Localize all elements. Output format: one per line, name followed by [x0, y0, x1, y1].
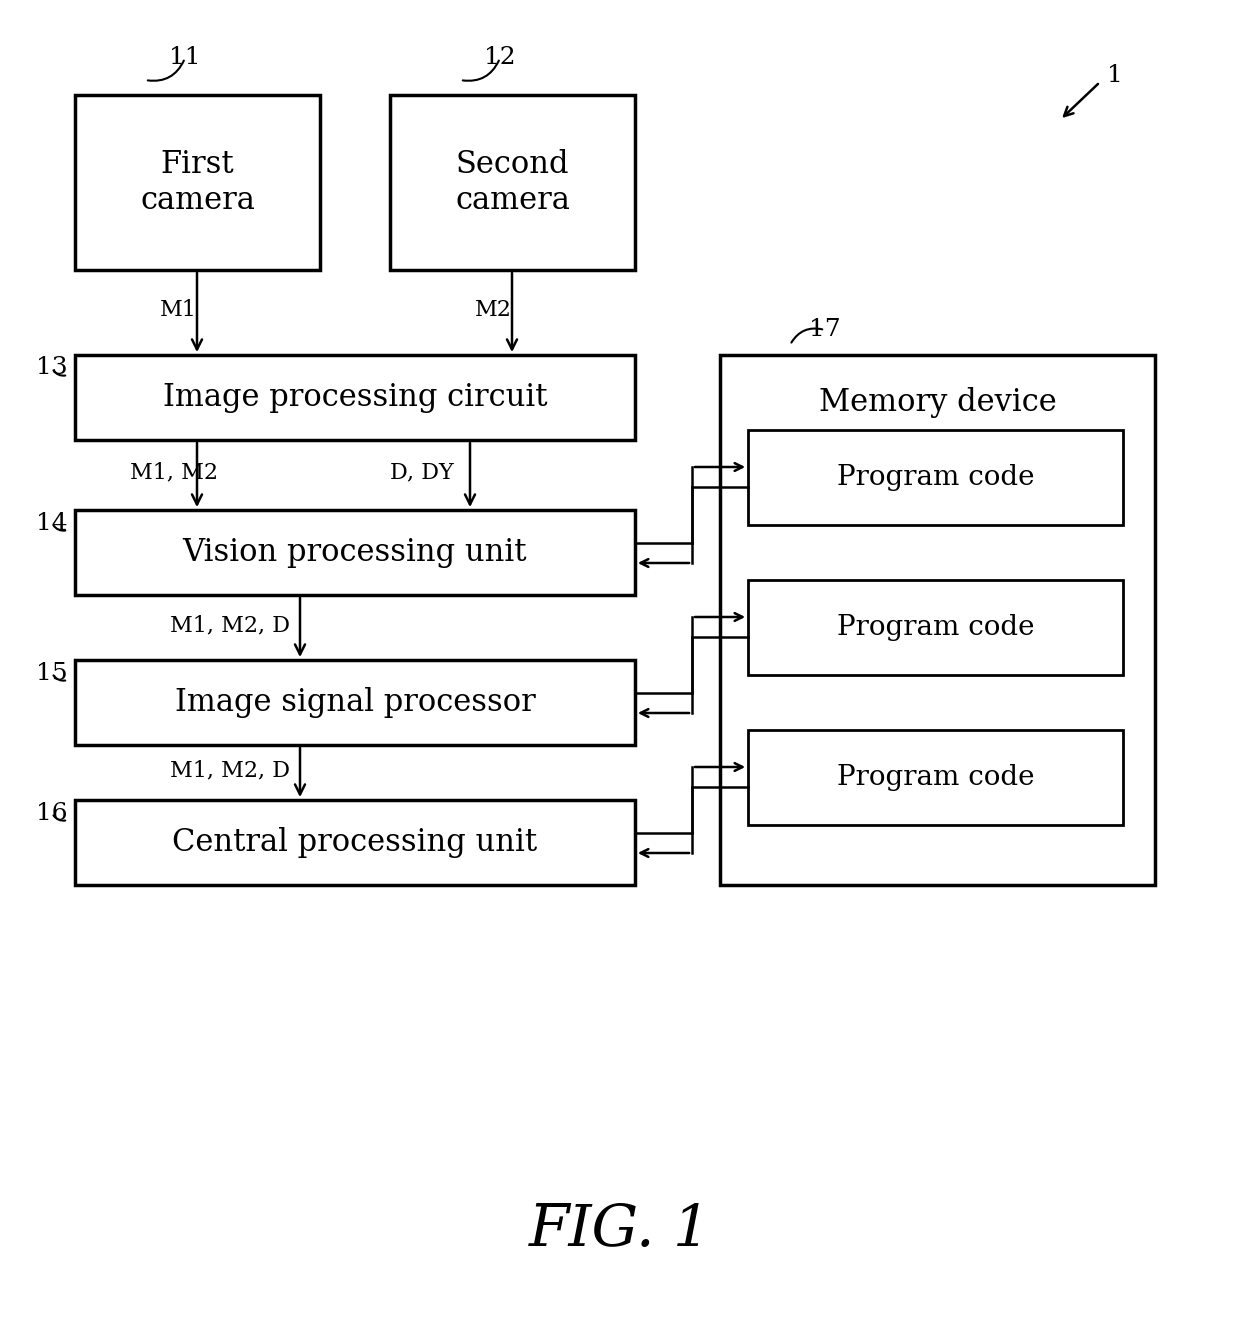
Text: Program code: Program code — [837, 614, 1034, 642]
Text: M1: M1 — [160, 300, 197, 321]
Text: Program code: Program code — [837, 465, 1034, 491]
Bar — [720, 355, 1154, 884]
Bar — [748, 579, 1123, 675]
Text: 17: 17 — [810, 318, 841, 342]
Text: First
camera: First camera — [140, 149, 255, 216]
Text: FIG. 1: FIG. 1 — [529, 1201, 711, 1258]
Text: 11: 11 — [169, 46, 201, 70]
Bar — [74, 355, 635, 440]
Text: Second
camera: Second camera — [455, 149, 570, 216]
Text: 12: 12 — [484, 46, 516, 70]
Text: M2: M2 — [475, 300, 512, 321]
Bar — [74, 95, 320, 271]
Text: 16: 16 — [36, 801, 68, 825]
Text: M1, M2, D: M1, M2, D — [170, 614, 290, 636]
Text: Image processing circuit: Image processing circuit — [162, 381, 547, 413]
Text: 14: 14 — [36, 511, 68, 535]
Text: 15: 15 — [36, 661, 68, 685]
Text: D, DY: D, DY — [391, 461, 454, 483]
Text: 1: 1 — [1107, 63, 1123, 87]
Bar — [74, 510, 635, 595]
Text: Memory device: Memory device — [818, 388, 1056, 418]
Bar — [74, 660, 635, 744]
Text: Image signal processor: Image signal processor — [175, 686, 536, 718]
Bar — [748, 730, 1123, 825]
Text: 13: 13 — [36, 356, 68, 380]
Text: Vision processing unit: Vision processing unit — [182, 537, 527, 568]
Text: Central processing unit: Central processing unit — [172, 828, 538, 858]
Bar — [74, 800, 635, 884]
Bar — [391, 95, 635, 271]
Text: M1, M2, D: M1, M2, D — [170, 759, 290, 781]
Text: M1, M2: M1, M2 — [130, 461, 218, 483]
Bar — [748, 430, 1123, 525]
Text: Program code: Program code — [837, 764, 1034, 791]
